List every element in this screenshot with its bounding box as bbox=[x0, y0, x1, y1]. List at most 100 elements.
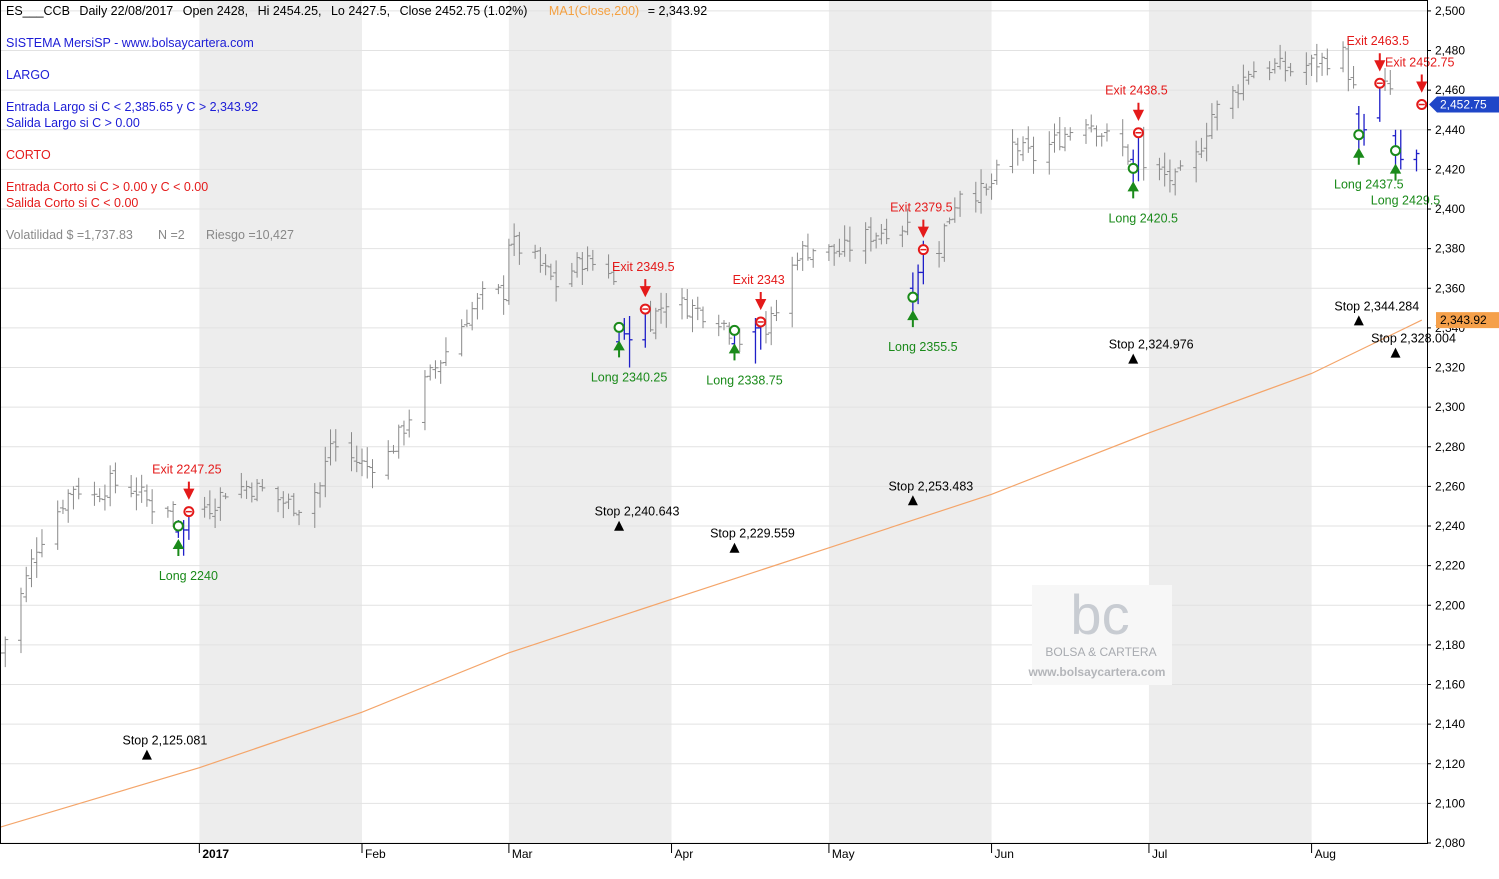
exit-label: Exit 2463.5 bbox=[1347, 34, 1410, 48]
header-open: Open 2428, bbox=[183, 4, 248, 18]
corto-exit-rule: Salida Corto si C < 0.00 bbox=[6, 196, 138, 210]
entry-marker bbox=[613, 321, 625, 333]
stop-markers: Stop 2,125.081 Stop 2,240.643 Stop 2,229.5… bbox=[122, 299, 1456, 760]
chart-header: ES___CCB Daily 22/08/2017 Open 2428, Hi … bbox=[6, 4, 707, 18]
y-tick-label: 2,500 bbox=[1435, 4, 1465, 18]
y-tick-label: 2,220 bbox=[1435, 559, 1465, 573]
x-tick-label: Jul bbox=[1152, 847, 1167, 861]
x-tick-label: May bbox=[832, 847, 855, 861]
watermark-panel bbox=[1032, 585, 1172, 685]
x-tick-label: Mar bbox=[512, 847, 533, 861]
largo-exit-rule: Salida Largo si C > 0.00 bbox=[6, 116, 140, 130]
header-low: Lo 2427.5, bbox=[331, 4, 390, 18]
stop-label: Stop 2,253.483 bbox=[888, 479, 973, 493]
plot-border bbox=[0, 0, 1428, 844]
exit-label: Exit 2452.75 bbox=[1385, 56, 1455, 70]
watermark: bc BOLSA & CARTERA www.bolsaycartera.com bbox=[1028, 583, 1172, 685]
entry-label: Long 2340.25 bbox=[591, 370, 668, 384]
largo-entry-rule: Entrada Largo si C < 2,385.65 y C > 2,34… bbox=[6, 100, 258, 114]
stop-triangle bbox=[907, 495, 918, 506]
ma-price-label: 2,343.92 bbox=[1440, 313, 1487, 327]
month-band bbox=[1148, 1, 1312, 843]
month-band bbox=[508, 1, 672, 843]
y-tick-label: 2,440 bbox=[1435, 123, 1465, 137]
n-stat: N =2 bbox=[158, 228, 185, 242]
stop-triangle bbox=[141, 749, 152, 760]
exit-arrow bbox=[1374, 53, 1386, 72]
y-tick-label: 2,260 bbox=[1435, 479, 1465, 493]
exit-arrow bbox=[755, 291, 767, 311]
last-price-label: 2,452.75 bbox=[1440, 98, 1487, 112]
watermark-name: BOLSA & CARTERA bbox=[1045, 645, 1156, 659]
x-tick-label: Apr bbox=[675, 847, 694, 861]
y-tick-label: 2,480 bbox=[1435, 44, 1465, 58]
y-tick-label: 2,140 bbox=[1435, 717, 1465, 731]
month-band bbox=[828, 1, 992, 843]
volatility-stat: Volatilidad $ =1,737.83 bbox=[6, 228, 133, 242]
stop-triangle bbox=[1353, 315, 1364, 326]
entry-marker bbox=[1127, 162, 1139, 174]
header-high: Hi 2454.25, bbox=[258, 4, 322, 18]
y-tick-label: 2,460 bbox=[1435, 83, 1465, 97]
entry-marker bbox=[1390, 145, 1402, 157]
corto-title: CORTO bbox=[6, 148, 51, 162]
system-name: SISTEMA MersiSP - www.bolsaycartera.com bbox=[6, 36, 254, 50]
y-tick-label: 2,200 bbox=[1435, 598, 1465, 612]
exit-arrow bbox=[183, 481, 195, 500]
moving-average bbox=[0, 319, 1423, 828]
stop-triangle bbox=[729, 542, 740, 553]
ma-line bbox=[0, 319, 1423, 828]
exit-label: Exit 2438.5 bbox=[1105, 84, 1168, 98]
price-bars bbox=[0, 38, 1394, 668]
exit-label: Exit 2247.25 bbox=[152, 463, 222, 477]
price-tags: 2,452.75 2,343.92 bbox=[1429, 96, 1499, 329]
entry-arrow bbox=[907, 310, 919, 328]
exit-label: Exit 2343 bbox=[733, 273, 785, 287]
stop-label: Stop 2,125.081 bbox=[122, 734, 207, 748]
ma-price-tag bbox=[1436, 312, 1499, 329]
entry-arrow bbox=[1353, 147, 1365, 165]
stop-label: Stop 2,229.559 bbox=[710, 527, 795, 541]
stop-triangle bbox=[614, 520, 625, 531]
month-bands bbox=[199, 1, 1312, 843]
largo-title: LARGO bbox=[6, 68, 50, 82]
entry-label: Long 2240 bbox=[159, 569, 218, 583]
last-price-tag bbox=[1429, 96, 1499, 113]
trade-markers: Long 2240 Exit 2247.25 Long 2340.25 Exit 23… bbox=[152, 34, 1454, 583]
header-close: Close 2452.75 (1.02%) bbox=[400, 4, 528, 18]
watermark-url: www.bolsaycartera.com bbox=[1028, 665, 1166, 679]
entry-arrow bbox=[728, 343, 741, 361]
y-tick-label: 2,420 bbox=[1435, 162, 1465, 176]
entry-arrow bbox=[613, 340, 625, 358]
y-tick-label: 2,240 bbox=[1435, 519, 1465, 533]
exit-label: Exit 2349.5 bbox=[612, 260, 675, 274]
corto-entry-rule: Entrada Corto si C > 0.00 y C < 0.00 bbox=[6, 180, 208, 194]
y-tick-label: 2,380 bbox=[1435, 242, 1465, 256]
system-panel: SISTEMA MersiSP - www.bolsaycartera.com … bbox=[6, 36, 294, 242]
entry-marker bbox=[728, 324, 740, 336]
y-tick-label: 2,400 bbox=[1435, 202, 1465, 216]
y-tick-label: 2,300 bbox=[1435, 400, 1465, 414]
stop-triangle bbox=[1128, 353, 1139, 364]
entry-label: Long 2437.5 bbox=[1334, 178, 1404, 192]
entry-label: Long 2420.5 bbox=[1108, 211, 1178, 225]
x-tick-label: Jun bbox=[995, 847, 1014, 861]
risk-stat: Riesgo =10,427 bbox=[206, 228, 294, 242]
y-tick-label: 2,080 bbox=[1435, 836, 1465, 850]
month-band bbox=[199, 1, 362, 843]
exit-arrow bbox=[1416, 74, 1428, 93]
entry-arrow bbox=[172, 538, 185, 557]
exit-label: Exit 2379.5 bbox=[890, 201, 953, 215]
entry-label: Long 2338.75 bbox=[706, 373, 783, 387]
y-axis: 2,080 2,100 2,120 2,140 2,160 2,180 2,200 2,220… bbox=[1427, 4, 1465, 850]
entry-marker bbox=[907, 291, 919, 303]
entry-arrow bbox=[1127, 181, 1139, 199]
y-tick-label: 2,160 bbox=[1435, 678, 1465, 692]
entry-marker bbox=[172, 520, 184, 532]
x-axis: 2017 Feb Mar Apr May Jun Jul Aug bbox=[198, 843, 1336, 861]
header-ma-value: = 2,343.92 bbox=[648, 4, 707, 18]
entry-arrow bbox=[1389, 163, 1402, 181]
y-tick-label: 2,180 bbox=[1435, 638, 1465, 652]
